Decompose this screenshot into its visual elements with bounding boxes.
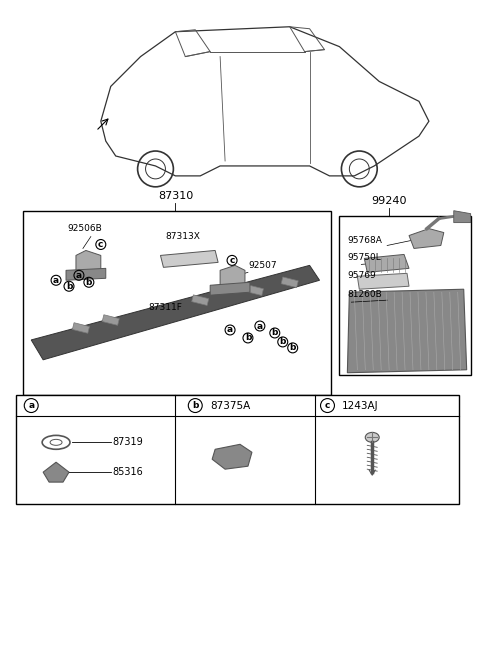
Text: 87311F: 87311F bbox=[148, 303, 182, 312]
Text: a: a bbox=[53, 276, 59, 285]
Text: a: a bbox=[76, 271, 82, 280]
FancyBboxPatch shape bbox=[16, 395, 459, 504]
Text: 92507: 92507 bbox=[248, 261, 276, 270]
Text: 87319: 87319 bbox=[113, 438, 144, 447]
Polygon shape bbox=[31, 266, 320, 359]
Text: 87375A: 87375A bbox=[210, 401, 251, 411]
Text: b: b bbox=[272, 329, 278, 337]
Text: b: b bbox=[86, 277, 92, 287]
Polygon shape bbox=[76, 251, 101, 276]
FancyBboxPatch shape bbox=[102, 315, 120, 325]
Text: b: b bbox=[192, 401, 198, 410]
Text: a: a bbox=[257, 321, 263, 331]
Text: c: c bbox=[325, 401, 330, 410]
Text: 95768A: 95768A bbox=[348, 237, 382, 245]
Polygon shape bbox=[43, 462, 69, 482]
Polygon shape bbox=[357, 274, 409, 289]
Text: 85316: 85316 bbox=[113, 467, 144, 477]
Text: 99240: 99240 bbox=[372, 195, 407, 206]
Text: 92506B: 92506B bbox=[67, 224, 102, 233]
Polygon shape bbox=[66, 268, 106, 280]
FancyBboxPatch shape bbox=[72, 323, 89, 333]
Polygon shape bbox=[454, 211, 471, 222]
FancyBboxPatch shape bbox=[192, 295, 209, 306]
Polygon shape bbox=[212, 444, 252, 469]
FancyBboxPatch shape bbox=[23, 211, 332, 395]
Polygon shape bbox=[348, 289, 467, 373]
Polygon shape bbox=[220, 266, 245, 288]
Ellipse shape bbox=[365, 432, 379, 442]
Text: 87313X: 87313X bbox=[166, 232, 200, 241]
Text: b: b bbox=[66, 281, 72, 291]
Text: 87310: 87310 bbox=[158, 191, 193, 201]
FancyBboxPatch shape bbox=[339, 216, 471, 375]
Text: b: b bbox=[289, 343, 296, 352]
Text: 95750L: 95750L bbox=[348, 253, 381, 262]
Text: b: b bbox=[245, 333, 251, 342]
Text: 95769: 95769 bbox=[348, 272, 376, 280]
Text: c: c bbox=[98, 240, 104, 249]
Text: c: c bbox=[229, 256, 235, 265]
Text: a: a bbox=[227, 325, 233, 335]
FancyBboxPatch shape bbox=[281, 277, 298, 287]
Polygon shape bbox=[364, 255, 409, 272]
Text: 1243AJ: 1243AJ bbox=[341, 401, 378, 411]
Text: a: a bbox=[28, 401, 34, 410]
Polygon shape bbox=[409, 228, 444, 249]
Polygon shape bbox=[160, 251, 218, 268]
Polygon shape bbox=[210, 282, 250, 295]
FancyBboxPatch shape bbox=[246, 285, 264, 295]
Text: 81260B: 81260B bbox=[348, 290, 382, 299]
Text: b: b bbox=[279, 337, 286, 346]
